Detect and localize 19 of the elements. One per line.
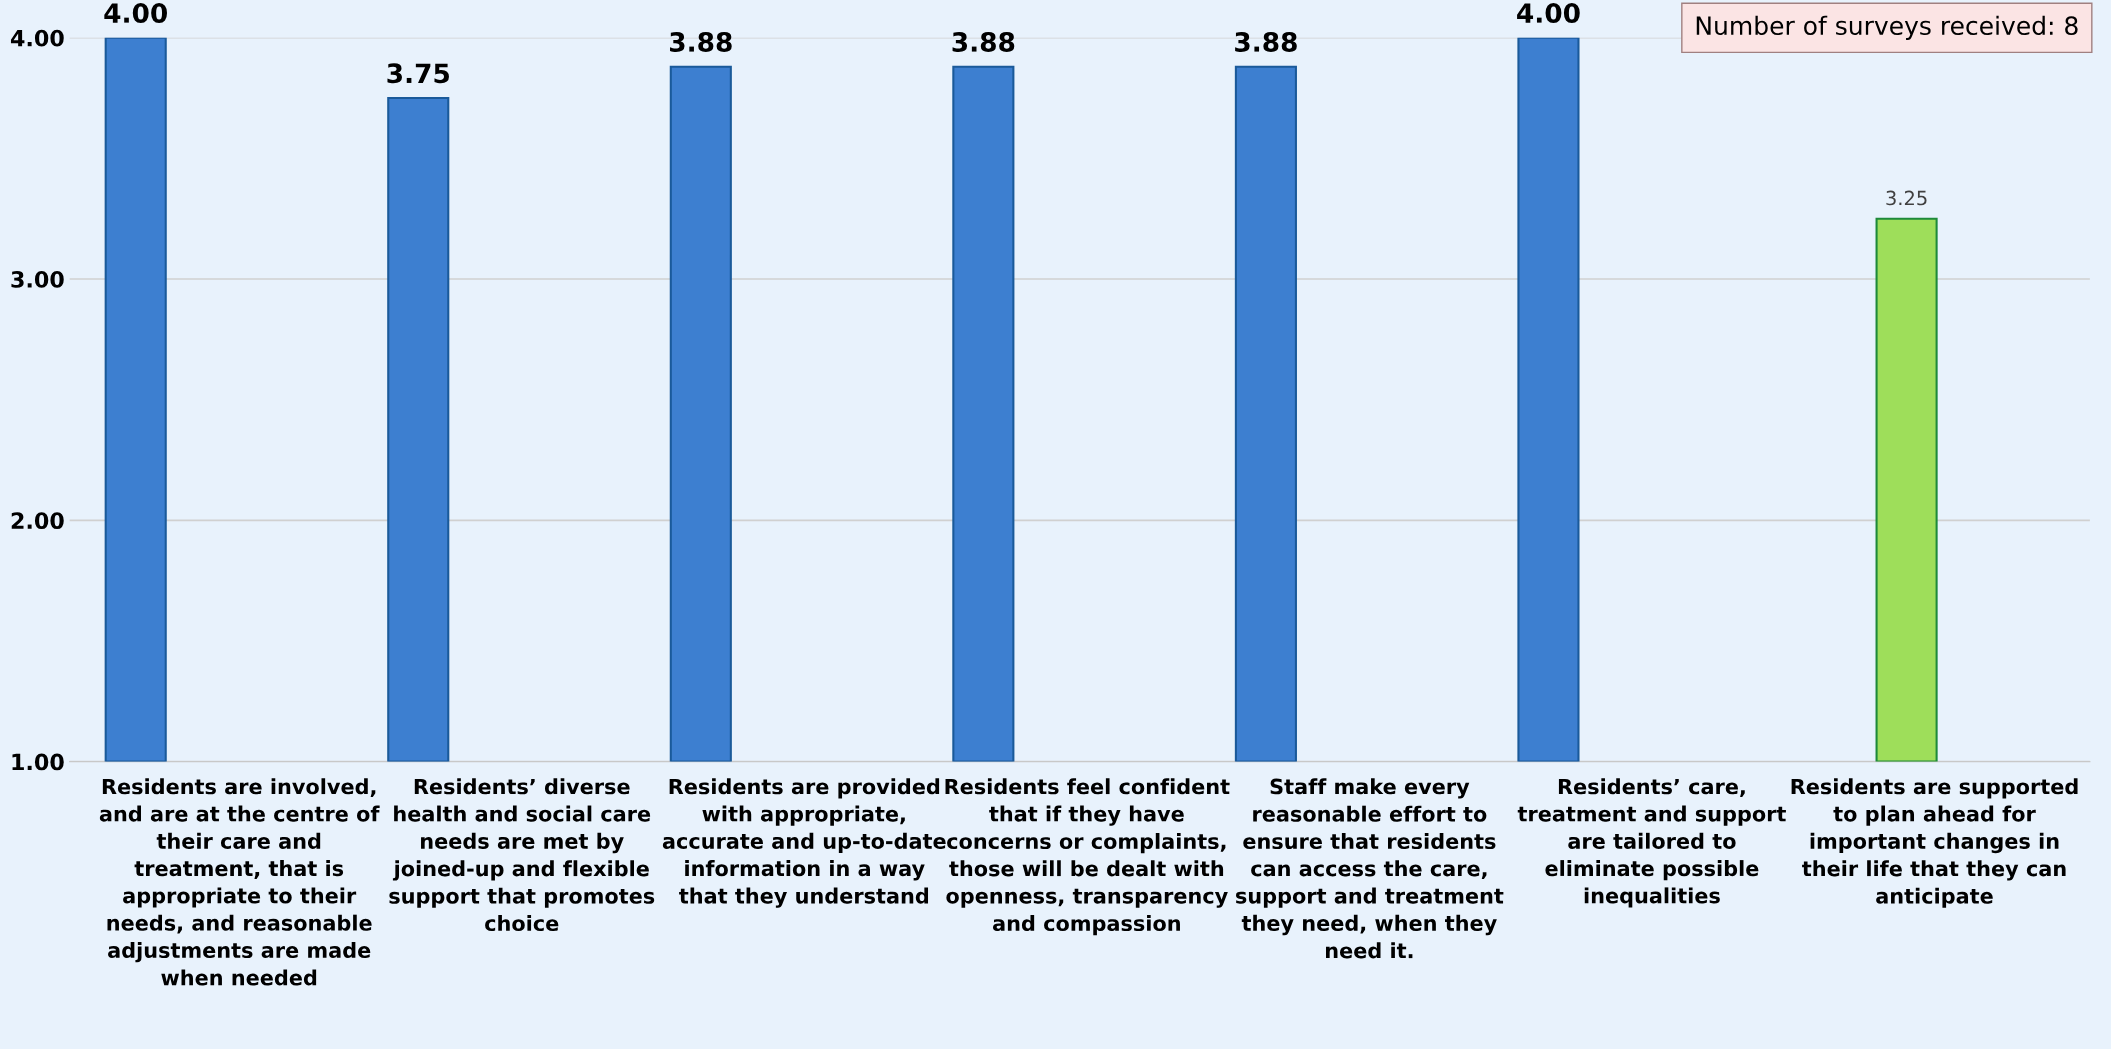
data-label: 3.88 bbox=[670, 31, 732, 52]
y-tick-label: 4.00 bbox=[10, 29, 64, 47]
y-tick-label: 2.00 bbox=[11, 512, 64, 530]
data-label: 3.88 bbox=[1235, 31, 1297, 52]
y-tick-label: 1.00 bbox=[12, 753, 64, 771]
annotation: Number of surveys received: 8 bbox=[1696, 15, 2078, 40]
x-tick-label: Residents are provided with appropriate, accurate and up-to-date information in a way that they understand bbox=[662, 778, 946, 908]
x-tick-label: Staff make every reasonable effort to ensure that residents can access the care, support and treatment they need, when they need it. bbox=[1236, 778, 1504, 959]
y-tick-label: 3.00 bbox=[11, 270, 64, 288]
x-tick-label: Residents are involved, and are at the centre of their care and treatment, that is appropriate to their needs, and reasonable adjustments are made when needed bbox=[99, 778, 380, 986]
data-label: 4.00 bbox=[1517, 3, 1580, 23]
data-label: 4.00 bbox=[104, 3, 167, 23]
x-tick-label: Residents’ diverse health and social care needs are met by joined-up and flexible support that promotes choice bbox=[389, 778, 655, 932]
x-tick-label: Residents are supported to plan ahead for important changes in their life that they can anticipate bbox=[1791, 778, 2078, 908]
x-tick-label: Residents’ care, treatment and support are tailored to eliminate possible inequalities bbox=[1517, 778, 1786, 908]
data-label: 3.88 bbox=[952, 31, 1015, 52]
data-label: 3.75 bbox=[387, 63, 449, 84]
x-tick-label: Residents feel confident that if they have concerns or complaints, those will be dealt with openness, transparency and compassion bbox=[945, 778, 1230, 936]
data-label: 3.25 bbox=[1886, 190, 1927, 206]
